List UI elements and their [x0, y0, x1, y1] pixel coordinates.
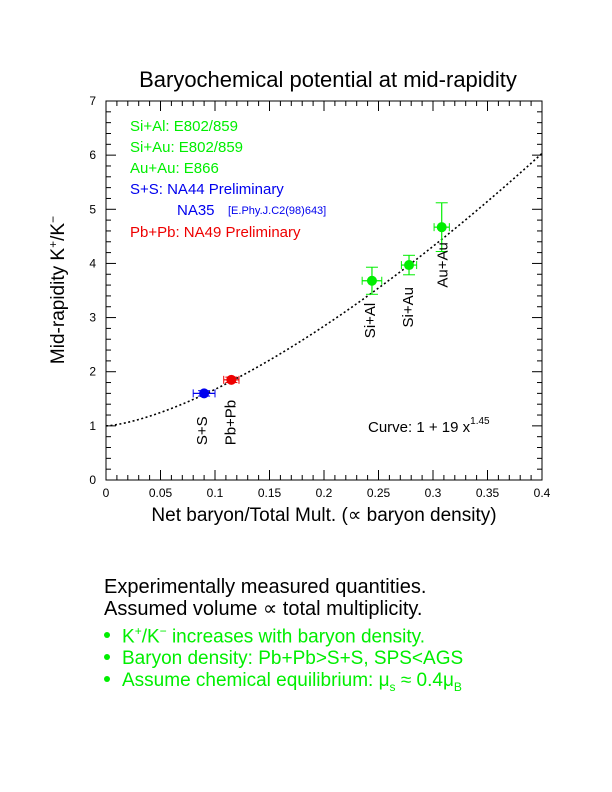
bullet-baryon-density: Baryon density: Pb+Pb>S+S, SPS<AGS: [104, 648, 604, 670]
data-marker: [436, 222, 447, 233]
legend-si-au: Si+Au: E802/859: [130, 139, 243, 156]
y-tick-label: 5: [89, 202, 96, 216]
data-points: [192, 202, 450, 399]
y-axis-label: Mid-rapidity K+/K−: [46, 216, 69, 364]
y-tick-label: 0: [89, 473, 96, 487]
data-marker: [199, 388, 210, 399]
x-tick-label: 0.25: [367, 486, 391, 500]
y-tick-label: 1: [89, 419, 96, 433]
note-line-2: Assumed volume ∝ total multiplicity.: [104, 598, 423, 620]
data-marker: [404, 260, 415, 271]
legend-si-al: Si+Al: E802/859: [130, 118, 238, 135]
legend-au-au: Au+Au: E866: [130, 160, 219, 177]
point-label-si-au: Si+Au: [400, 287, 417, 327]
point-label-s-s: S+S: [194, 416, 211, 445]
data-point-s-s: [192, 388, 216, 399]
chart-title: Baryochemical potential at mid-rapidity: [139, 67, 517, 92]
bullet-dot: [104, 632, 110, 639]
y-tick-label: 6: [89, 148, 96, 162]
x-tick-labels: 0 0.05 0.1 0.15 0.2 0.25 0.3 0.35 0.4: [103, 486, 551, 500]
x-tick-label: 0.05: [149, 486, 173, 500]
axis-ticks: [105, 100, 543, 481]
y-tick-label: 4: [89, 256, 96, 270]
x-tick-label: 0.2: [316, 486, 333, 500]
bullet-dot: [104, 654, 110, 661]
data-point-pb-pb: [223, 374, 240, 385]
bullet-chemical-equilibrium: Assume chemical equilibrium: μs ≈ 0.4μB: [104, 670, 604, 698]
point-label-si-al: Si+Al: [362, 303, 379, 338]
chart: Baryochemical potential at mid-rapidity …: [46, 67, 551, 526]
y-tick-label: 2: [89, 365, 96, 379]
y-tick-label: 3: [89, 311, 96, 325]
x-axis-label: Net baryon/Total Mult. (∝ baryon density…: [151, 505, 496, 526]
x-tick-label: 0.15: [258, 486, 282, 500]
bullet-dot: [104, 676, 110, 683]
x-tick-label: 0: [103, 486, 110, 500]
bullet-kaon-ratio: K+/K− increases with baryon density.: [104, 620, 604, 648]
curve-label: Curve: 1 + 19 x1.45: [368, 416, 490, 436]
x-tick-label: 0.4: [534, 486, 551, 500]
legend-na35-reference: [E.Phy.J.C2(98)643]: [228, 205, 326, 217]
data-marker: [226, 374, 237, 385]
y-tick-label: 7: [89, 94, 96, 108]
legend-pb-pb: Pb+Pb: NA49 Preliminary: [130, 224, 301, 241]
fit-curve: [105, 152, 543, 427]
data-point-si-al: [361, 266, 383, 295]
data-point-au-au: [433, 202, 450, 253]
x-tick-label: 0.35: [476, 486, 500, 500]
legend-na35: NA35: [177, 202, 215, 219]
note-line-1: Experimentally measured quantities.: [104, 576, 427, 598]
y-tick-labels: 0 1 2 3 4 5 6 7: [89, 94, 96, 487]
x-tick-label: 0.1: [207, 486, 224, 500]
point-label-au-au: Au+Au: [435, 242, 452, 287]
point-labels: S+S Pb+Pb Si+Al Si+Au Au+Au: [194, 242, 452, 445]
notes-block: Experimentally measured quantities. Assu…: [104, 576, 604, 698]
data-point-si-au: [400, 254, 418, 276]
x-tick-label: 0.3: [425, 486, 442, 500]
point-label-pb-pb: Pb+Pb: [222, 400, 239, 445]
data-marker: [366, 275, 377, 286]
legend: Si+Al: E802/859 Si+Au: E802/859 Au+Au: E…: [130, 118, 326, 241]
legend-s-s-na44: S+S: NA44 Preliminary: [130, 181, 284, 198]
